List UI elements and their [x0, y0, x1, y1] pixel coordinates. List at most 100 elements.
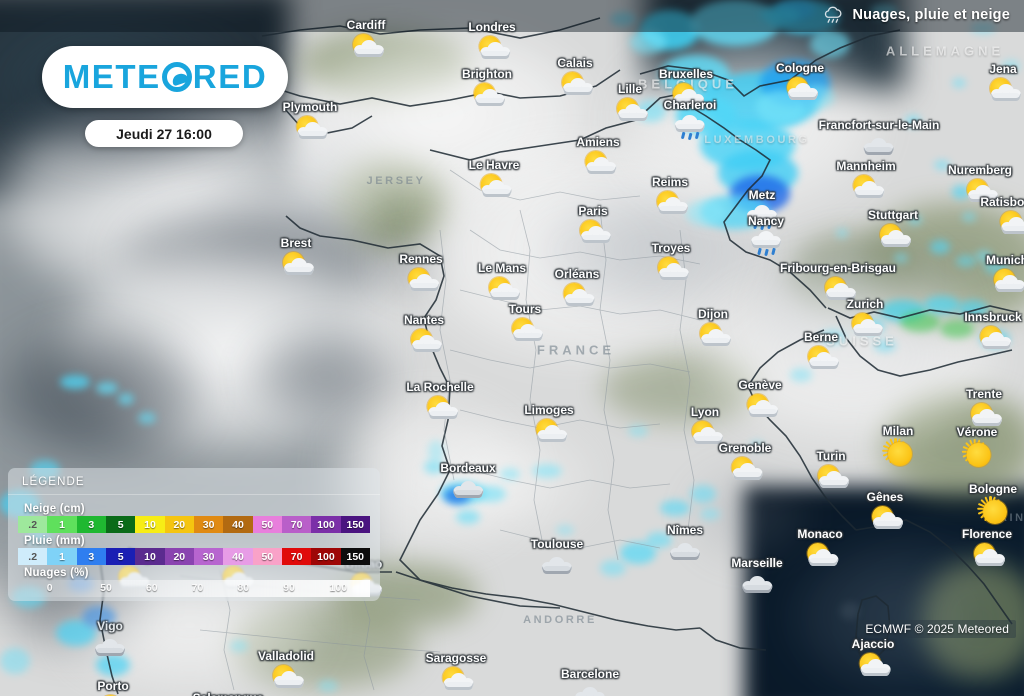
city-marker-jena[interactable]: Jena	[983, 63, 1023, 104]
city-marker-stuttgart[interactable]: Stuttgart	[868, 209, 918, 250]
city-marker-monaco[interactable]: Monaco	[797, 528, 843, 569]
city-label: Dijon	[698, 307, 728, 321]
city-marker-trente[interactable]: Trente	[964, 388, 1004, 429]
city-marker-rennes[interactable]: Rennes	[399, 253, 443, 294]
city-marker-troyes[interactable]: Troyes	[651, 242, 691, 283]
weather-icon-sun-cloud	[290, 114, 330, 142]
city-marker-innsbruck[interactable]: Innsbruck	[964, 311, 1022, 352]
weather-icon-sun-cloud	[529, 417, 569, 445]
city-label: Toulouse	[530, 537, 584, 551]
cloud-icon	[854, 181, 884, 198]
city-marker-bordeaux[interactable]: Bordeaux	[440, 462, 496, 503]
weather-icon-cloud	[859, 132, 899, 160]
city-marker-vigo[interactable]: Vigo	[90, 620, 130, 661]
rain-stop-20: 20	[164, 548, 194, 565]
city-marker-orleans[interactable]: Orléans	[554, 267, 600, 309]
city-marker-francfort-sur-le-main[interactable]: Francfort-sur-le-Main	[819, 119, 939, 160]
cloud-icon	[408, 274, 439, 291]
weather-icon-sun-cloud	[651, 255, 691, 283]
brand-text-part1: METE	[62, 58, 161, 95]
city-marker-brest[interactable]: Brest	[276, 237, 316, 278]
weather-icon-sun-cloud	[266, 663, 306, 691]
city-marker-barcelone[interactable]: Barcelone	[561, 668, 619, 696]
rain-color-scale[interactable]: .2 1 3 5 10 20 30 40 50 70 100 150	[18, 548, 370, 565]
snow-color-scale[interactable]: .2 1 3 5 10 20 30 40 50 70 100 150	[18, 516, 370, 533]
city-marker-cardiff[interactable]: Cardiff	[346, 19, 386, 60]
city-label: Trente	[965, 387, 1002, 401]
meteored-logo[interactable]: METE RED	[42, 46, 288, 108]
city-marker-le-havre[interactable]: Le Havre	[469, 159, 519, 200]
city-marker-valladolid[interactable]: Valladolid	[258, 650, 314, 691]
snow-stop-150: 150	[340, 516, 370, 533]
timestamp-chip[interactable]: Jeudi 27 16:00	[85, 120, 243, 147]
city-marker-plymouth[interactable]: Plymouth	[283, 101, 337, 142]
city-marker-la-rochelle[interactable]: La Rochelle	[406, 381, 474, 422]
city-marker-zurich[interactable]: Zurich	[845, 298, 885, 339]
clouds-color-scale[interactable]: 0 50 60 70 80 90 100	[18, 580, 370, 597]
city-marker-nancy[interactable]: Nancy	[746, 215, 786, 257]
city-marker-dijon[interactable]: Dijon	[693, 308, 733, 349]
weather-icon-sun	[957, 438, 997, 467]
weather-icon-sun	[973, 495, 1013, 524]
city-marker-marseille[interactable]: Marseille	[731, 557, 783, 598]
city-marker-munich[interactable]: Munich	[986, 254, 1024, 295]
cloud-icon	[733, 463, 763, 480]
city-marker-turin[interactable]: Turin	[811, 450, 851, 491]
city-marker-lille[interactable]: Lille	[610, 83, 650, 124]
city-label: Lille	[617, 82, 642, 96]
city-marker-berne[interactable]: Berne	[801, 331, 841, 372]
city-label: Stuttgart	[868, 208, 918, 222]
city-marker-londres[interactable]: Londres	[468, 21, 516, 62]
city-marker-cologne[interactable]: Cologne	[776, 62, 824, 103]
city-marker-porto[interactable]: Porto	[93, 680, 133, 696]
cloud-icon	[563, 78, 593, 95]
city-label: Orléans	[554, 267, 600, 281]
weather-icon-sun-cloud	[800, 541, 840, 569]
city-marker-geneve[interactable]: Genève	[738, 379, 782, 420]
legend-panel[interactable]: LÉGENDE Neige (cm) .2 1 3 5 10 20 30 40 50 70 100 1…	[8, 468, 380, 601]
city-marker-reims[interactable]: Reims	[650, 176, 690, 217]
clouds-tick-50: 50	[100, 582, 112, 594]
city-marker-ratisbonne[interactable]: Ratisbonne	[980, 196, 1024, 237]
city-marker-tours[interactable]: Tours	[505, 303, 545, 344]
cloud-icon	[861, 659, 891, 676]
city-label: Ratisbonne	[980, 195, 1024, 209]
city-marker-florence[interactable]: Florence	[962, 528, 1012, 569]
city-marker-calais[interactable]: Calais	[555, 57, 595, 98]
city-marker-brighton[interactable]: Brighton	[462, 68, 512, 109]
city-marker-toulouse[interactable]: Toulouse	[531, 538, 583, 579]
city-marker-le-mans[interactable]: Le Mans	[478, 262, 526, 303]
cloud-icon	[747, 400, 778, 417]
city-marker-milan[interactable]: Milan	[878, 425, 918, 466]
city-marker-saragosse[interactable]: Saragosse	[426, 652, 486, 693]
city-marker-nantes[interactable]: Nantes	[404, 314, 444, 355]
city-label: Reims	[651, 175, 689, 189]
weather-icon-sun-cloud	[610, 96, 650, 124]
snow-stop-10: 10	[135, 516, 165, 533]
city-marker-charleroi[interactable]: Charleroi	[664, 99, 716, 141]
layer-title[interactable]: Nuages, pluie et neige	[822, 6, 1011, 24]
city-marker-ajaccio[interactable]: Ajaccio	[852, 638, 894, 679]
city-marker-verone[interactable]: Vérone	[957, 426, 997, 467]
cloud-icon	[585, 157, 616, 174]
city-marker-nimes[interactable]: Nîmes	[665, 524, 705, 565]
city-marker-genes[interactable]: Gênes	[865, 491, 905, 532]
cloud-icon	[411, 335, 442, 352]
city-marker-mannheim[interactable]: Mannheim	[836, 160, 896, 201]
weather-icon-sun-cloud	[650, 189, 690, 217]
weather-icon-sun-cloud	[472, 34, 512, 62]
cloud-icon	[618, 104, 648, 121]
city-label: Le Mans	[477, 261, 527, 275]
city-marker-bologne[interactable]: Bologne	[969, 483, 1017, 524]
city-marker-paris[interactable]: Paris	[573, 205, 613, 246]
sun-icon	[888, 442, 912, 466]
cloud-icon	[481, 180, 512, 197]
weather-icon-sun-cloud	[987, 267, 1024, 295]
city-marker-nuremberg[interactable]: Nuremberg	[948, 164, 1012, 205]
weather-icon-sun-cloud	[276, 250, 316, 278]
rain-stop-40: 40	[223, 548, 253, 565]
city-marker-amiens[interactable]: Amiens	[576, 136, 620, 177]
city-marker-grenoble[interactable]: Grenoble	[719, 442, 771, 483]
city-marker-salamanque[interactable]: Salamanque	[193, 692, 264, 696]
city-marker-limoges[interactable]: Limoges	[524, 404, 574, 445]
